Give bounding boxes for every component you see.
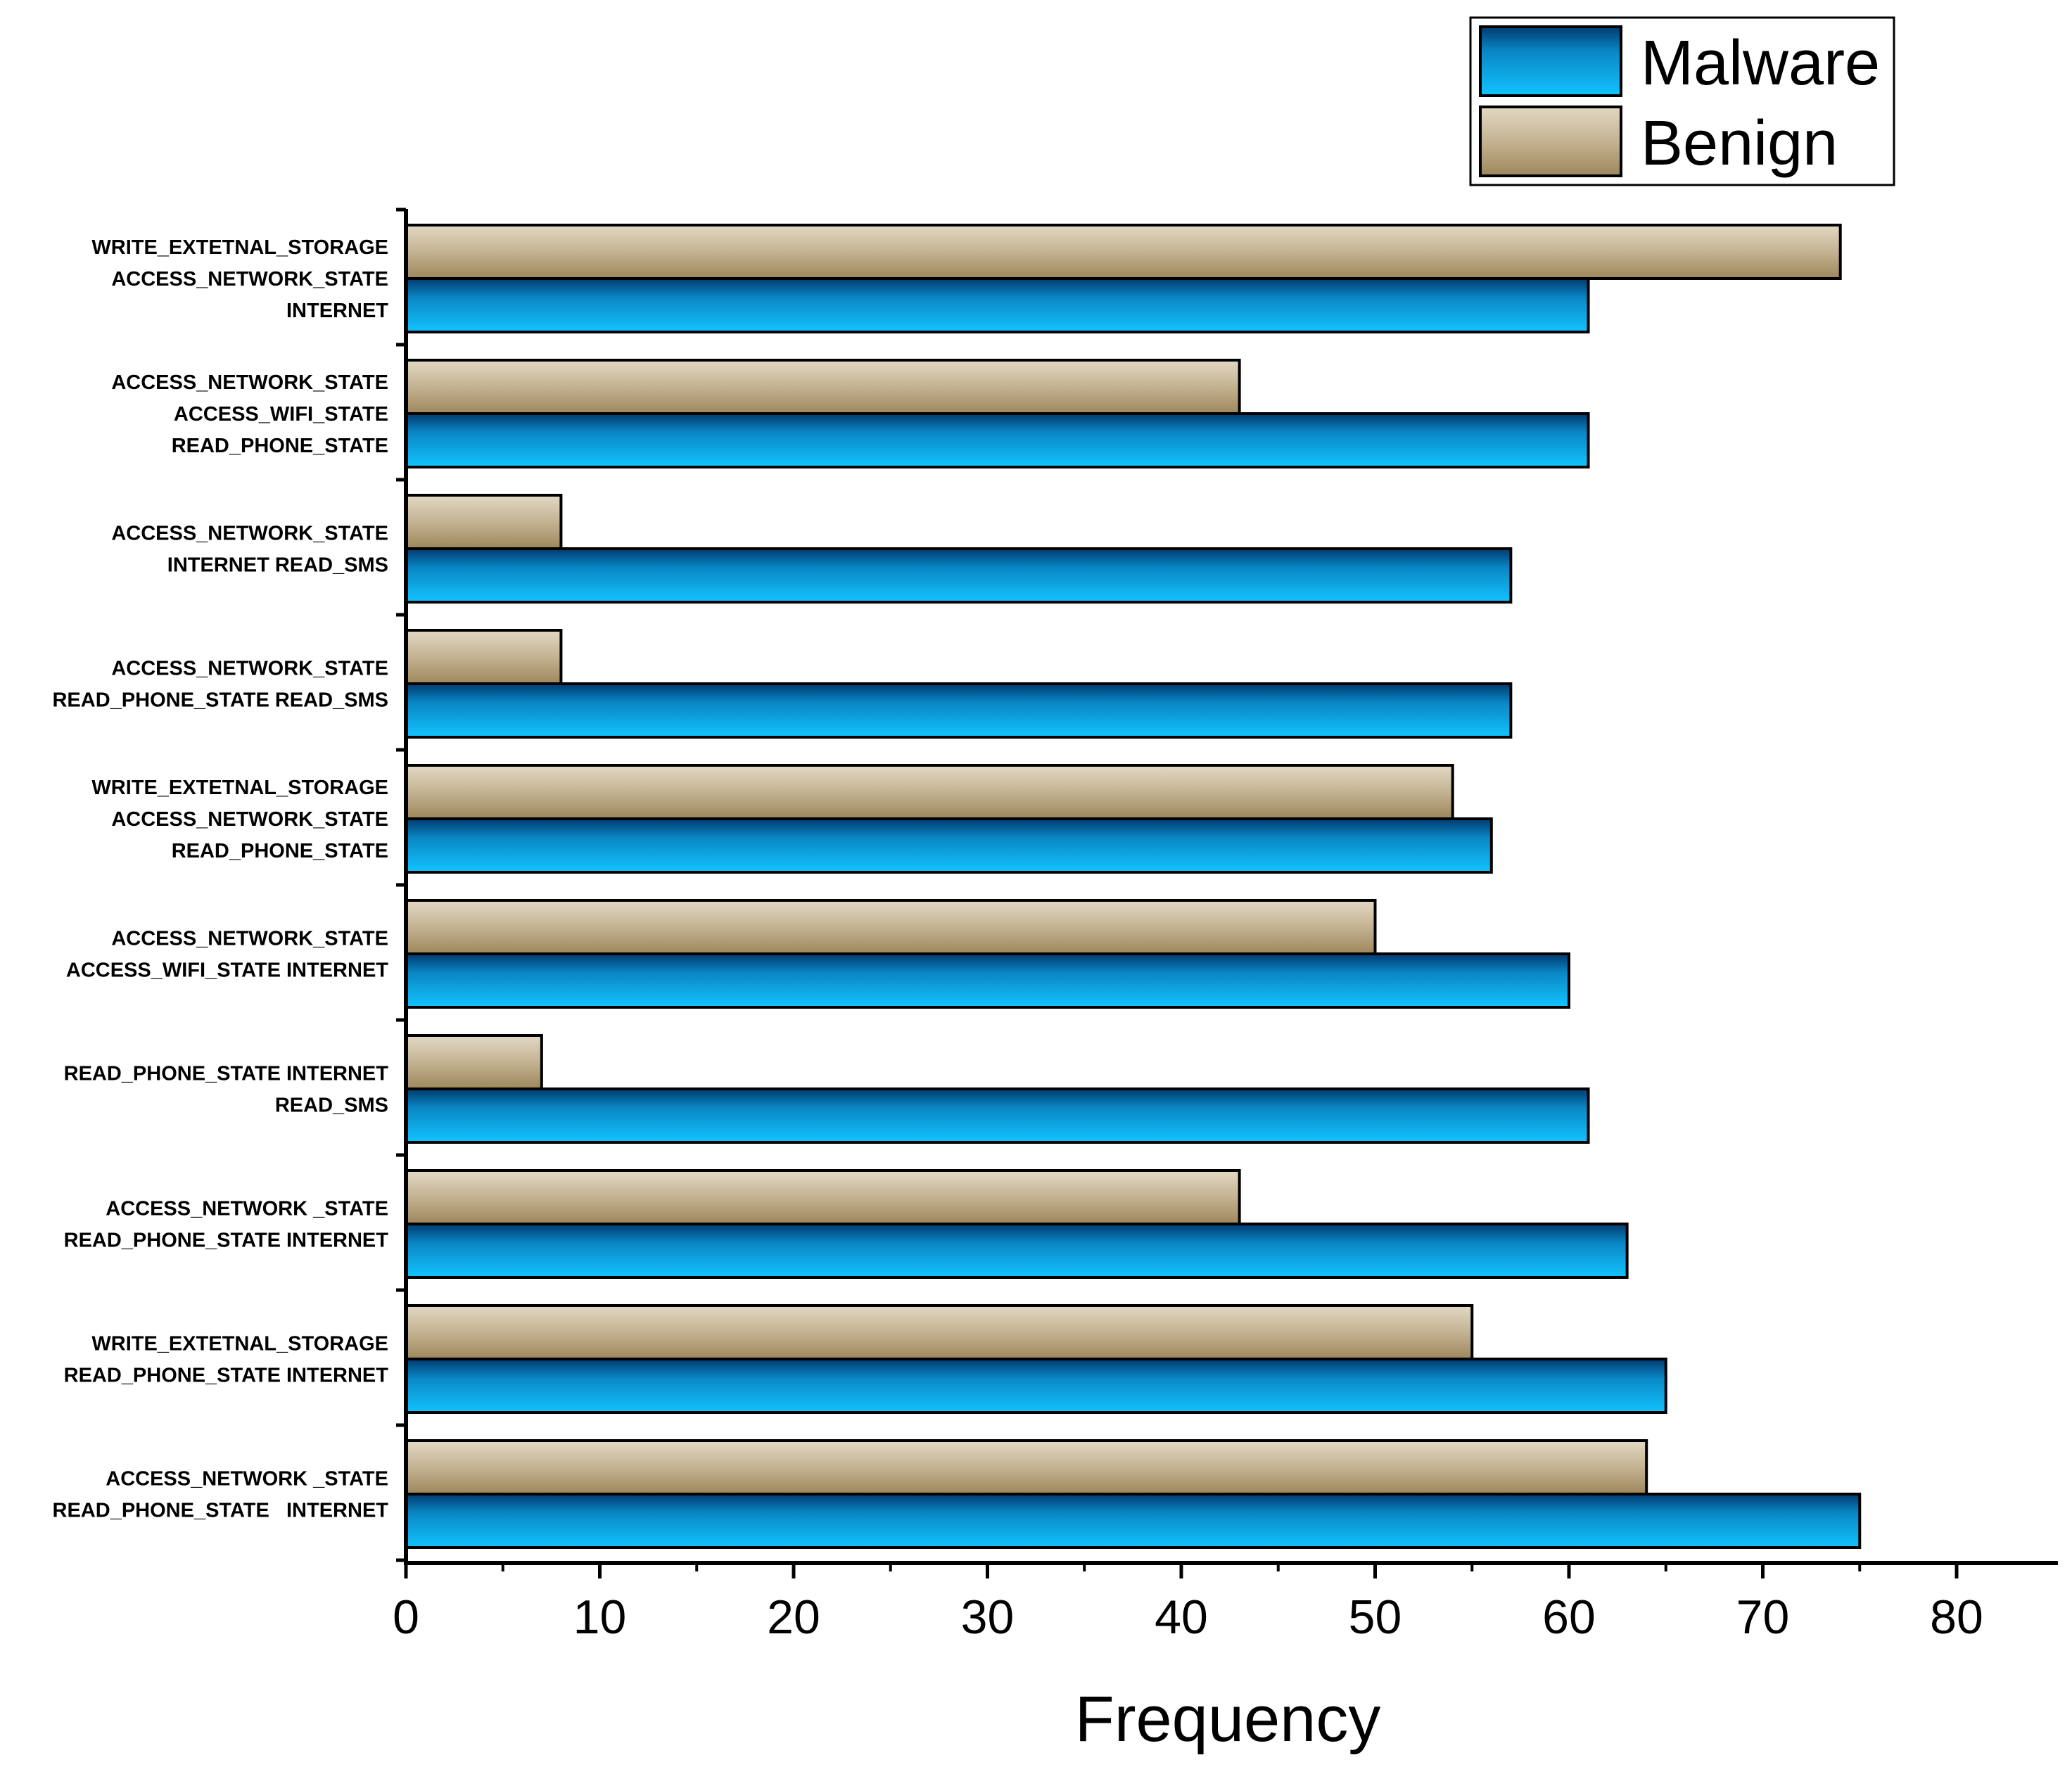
- bar-malware: [405, 1358, 1667, 1414]
- category-label-line: INTERNET READ_SMS: [167, 554, 388, 577]
- category-label-line: ACCESS_NETWORK_STATE: [111, 928, 388, 950]
- category-label-line: READ_PHONE_STATE INTERNET: [64, 1230, 389, 1252]
- bar-benign: [405, 1034, 543, 1090]
- legend-swatch-malware: [1479, 25, 1622, 97]
- x-tick-label: 80: [1930, 1590, 1983, 1644]
- bar-benign: [405, 359, 1241, 415]
- category-label-line: READ_PHONE_STATE INTERNET: [64, 1365, 389, 1387]
- bar-malware: [405, 1223, 1629, 1279]
- x-tick-label: 0: [393, 1590, 419, 1644]
- bar-benign: [405, 1304, 1474, 1360]
- bar-benign: [405, 1169, 1241, 1225]
- axes: 0 10 20 30 40 50 60 70 80: [393, 208, 2058, 1644]
- category-label-line: READ_PHONE_STATE: [172, 435, 388, 457]
- legend-label-malware: Malware: [1641, 28, 1880, 98]
- category-label-line: ACCESS_WIFI_STATE: [174, 403, 388, 426]
- category-labels: WRITE_EXTETNAL_STORAGE ACCESS_NETWORK_STA…: [52, 236, 388, 1522]
- category-label-line: INTERNET: [286, 300, 388, 322]
- bar-malware: [405, 1493, 1862, 1549]
- bar-benign: [405, 764, 1454, 820]
- category-label-line: ACCESS_NETWORK_STATE: [111, 523, 388, 545]
- x-tick-label: 50: [1349, 1590, 1402, 1644]
- bar-benign: [405, 224, 1842, 280]
- bar-malware: [405, 682, 1513, 739]
- category-label-line: ACCESS_WIFI_STATE INTERNET: [66, 959, 388, 982]
- legend-swatch-benign: [1479, 106, 1622, 177]
- category-label-line: ACCESS_NETWORK_STATE: [111, 371, 388, 394]
- x-tick-label: 70: [1736, 1590, 1790, 1644]
- bar-benign: [405, 494, 563, 550]
- bar-malware: [405, 277, 1590, 333]
- category-label-line: ACCESS_NETWORK _STATE: [106, 1198, 388, 1220]
- x-axis-title: Frequency: [1075, 1683, 1381, 1755]
- x-tick-label: 40: [1155, 1590, 1208, 1644]
- bars: [405, 224, 1862, 1549]
- bar-benign: [405, 1439, 1648, 1495]
- bar-malware: [405, 817, 1493, 874]
- category-label-line: WRITE_EXTETNAL_STORAGE: [91, 1333, 388, 1355]
- category-label-line: ACCESS_NETWORK _STATE: [106, 1468, 388, 1491]
- bar-benign: [405, 629, 563, 685]
- category-label-line: ACCESS_NETWORK_STATE: [111, 268, 388, 291]
- category-label-line: READ_PHONE_STATE INTERNET: [53, 1500, 389, 1522]
- bar-malware: [405, 412, 1590, 468]
- bar-benign: [405, 899, 1377, 955]
- category-label-line: READ_PHONE_STATE READ_SMS: [52, 689, 388, 712]
- x-tick-label: 20: [767, 1590, 820, 1644]
- legend-label-benign: Benign: [1641, 108, 1838, 179]
- bar-malware: [405, 952, 1570, 1009]
- bar-malware: [405, 1087, 1590, 1144]
- x-tick-label: 30: [961, 1590, 1015, 1644]
- category-label-line: ACCESS_NETWORK_STATE: [111, 808, 388, 831]
- category-label-line: READ_PHONE_STATE: [172, 840, 388, 862]
- category-label-line: READ_PHONE_STATE INTERNET: [64, 1063, 389, 1085]
- category-label-line: READ_SMS: [275, 1095, 388, 1117]
- category-label-line: WRITE_EXTETNAL_STORAGE: [91, 236, 388, 259]
- bar-malware: [405, 547, 1513, 604]
- category-label-line: WRITE_EXTETNAL_STORAGE: [91, 777, 388, 799]
- x-tick-label: 10: [573, 1590, 627, 1644]
- category-label-line: ACCESS_NETWORK_STATE: [111, 658, 388, 680]
- x-tick-label: 60: [1542, 1590, 1596, 1644]
- legend: Malware Benign: [1469, 16, 1895, 186]
